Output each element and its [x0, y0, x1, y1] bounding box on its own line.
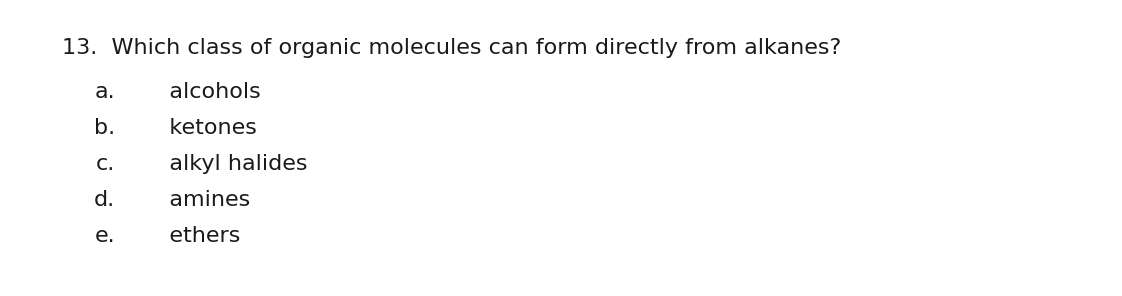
Text: ketones: ketones	[148, 118, 257, 138]
Text: ethers: ethers	[148, 226, 240, 246]
Text: e.: e.	[94, 226, 114, 246]
Text: a.: a.	[94, 82, 114, 102]
Text: amines: amines	[148, 190, 250, 210]
Text: b.: b.	[94, 118, 114, 138]
Text: d.: d.	[94, 190, 114, 210]
Text: alcohols: alcohols	[148, 82, 260, 102]
Text: c.: c.	[95, 154, 114, 174]
Text: 13.  Which class of organic molecules can form directly from alkanes?: 13. Which class of organic molecules can…	[62, 38, 842, 58]
Text: alkyl halides: alkyl halides	[148, 154, 307, 174]
